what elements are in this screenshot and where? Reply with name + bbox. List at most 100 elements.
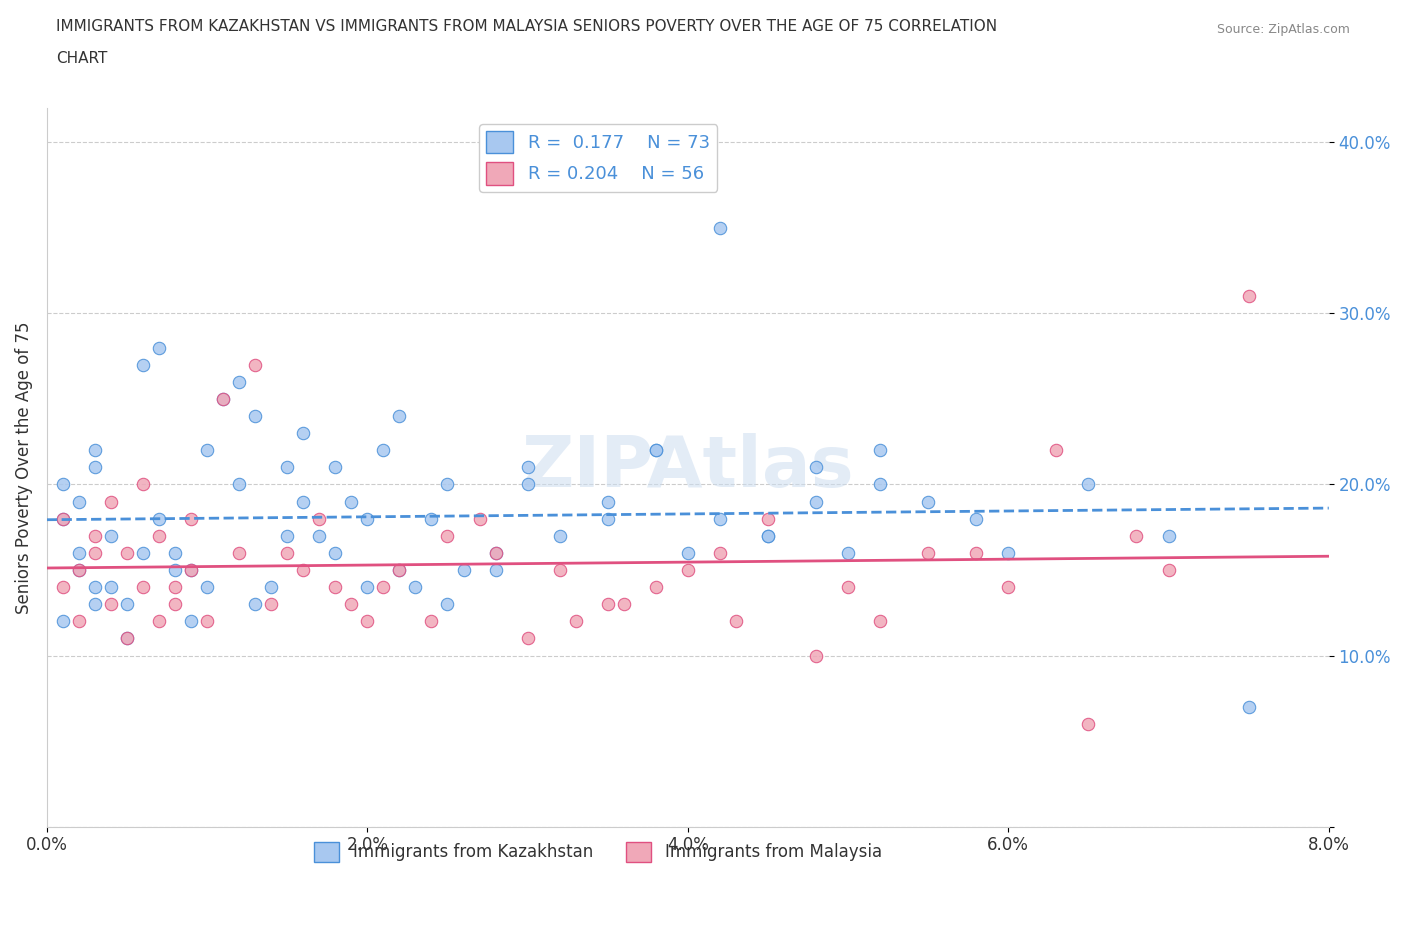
Point (292, 494, 315, 509)
Point (596, 494, 619, 509)
Point (245, 357, 267, 372)
Point (84, 546, 107, 561)
Point (195, 443, 218, 458)
Point (245, 597, 267, 612)
Point (1077, 717, 1099, 732)
Point (756, 512, 779, 526)
Point (228, 546, 250, 561)
Point (356, 579, 378, 594)
Point (548, 528, 571, 543)
Point (84, 579, 107, 594)
Point (132, 546, 155, 561)
Point (837, 546, 859, 561)
Point (323, 579, 346, 594)
Point (724, 614, 747, 629)
Point (1237, 699, 1260, 714)
Point (100, 597, 122, 612)
Point (67, 546, 90, 561)
Point (1125, 528, 1147, 543)
Point (195, 579, 218, 594)
Point (165, 579, 187, 594)
Point (67, 494, 90, 509)
Point (148, 528, 170, 543)
Point (997, 579, 1019, 594)
Point (373, 443, 395, 458)
Point (212, 392, 235, 406)
Point (404, 579, 426, 594)
Point (180, 512, 202, 526)
Point (917, 494, 939, 509)
Point (484, 546, 506, 561)
Point (52, 614, 75, 629)
Point (100, 494, 122, 509)
Point (67, 563, 90, 578)
Point (180, 614, 202, 629)
Point (260, 579, 283, 594)
Point (84, 528, 107, 543)
Legend: Immigrants from Kazakhstan, Immigrants from Malaysia: Immigrants from Kazakhstan, Immigrants f… (308, 835, 889, 869)
Point (52, 579, 75, 594)
Point (804, 460, 827, 475)
Point (373, 579, 395, 594)
Point (613, 597, 636, 612)
Point (228, 375, 250, 390)
Point (420, 512, 443, 526)
Point (132, 477, 155, 492)
Point (388, 563, 411, 578)
Point (115, 597, 138, 612)
Point (148, 512, 170, 526)
Point (484, 546, 506, 561)
Point (180, 563, 202, 578)
Point (340, 494, 363, 509)
Point (709, 546, 731, 561)
Point (869, 614, 891, 629)
Point (917, 546, 939, 561)
Point (756, 528, 779, 543)
Point (436, 597, 458, 612)
Point (165, 563, 187, 578)
Point (709, 220, 731, 235)
Point (356, 614, 378, 629)
Point (84, 460, 107, 475)
Point (837, 579, 859, 594)
Point (644, 443, 666, 458)
Point (323, 460, 346, 475)
Point (245, 408, 267, 423)
Point (388, 563, 411, 578)
Point (52, 477, 75, 492)
Point (1157, 528, 1180, 543)
Point (323, 546, 346, 561)
Point (165, 597, 187, 612)
Point (308, 512, 330, 526)
Point (1157, 563, 1180, 578)
Point (115, 631, 138, 646)
Point (436, 477, 458, 492)
Point (676, 563, 699, 578)
Point (165, 546, 187, 561)
Point (997, 546, 1019, 561)
Point (67, 614, 90, 629)
Point (869, 443, 891, 458)
Point (276, 546, 298, 561)
Point (804, 648, 827, 663)
Point (596, 512, 619, 526)
Point (420, 614, 443, 629)
Point (84, 443, 107, 458)
Point (356, 512, 378, 526)
Point (468, 512, 491, 526)
Point (212, 392, 235, 406)
Point (516, 460, 538, 475)
Point (195, 614, 218, 629)
Point (516, 477, 538, 492)
Point (292, 426, 315, 441)
Point (148, 340, 170, 355)
Point (965, 546, 987, 561)
Point (132, 357, 155, 372)
Point (388, 408, 411, 423)
Text: Source: ZipAtlas.com: Source: ZipAtlas.com (1216, 23, 1350, 36)
Point (709, 512, 731, 526)
Point (260, 597, 283, 612)
Point (292, 563, 315, 578)
Point (276, 460, 298, 475)
Point (276, 528, 298, 543)
